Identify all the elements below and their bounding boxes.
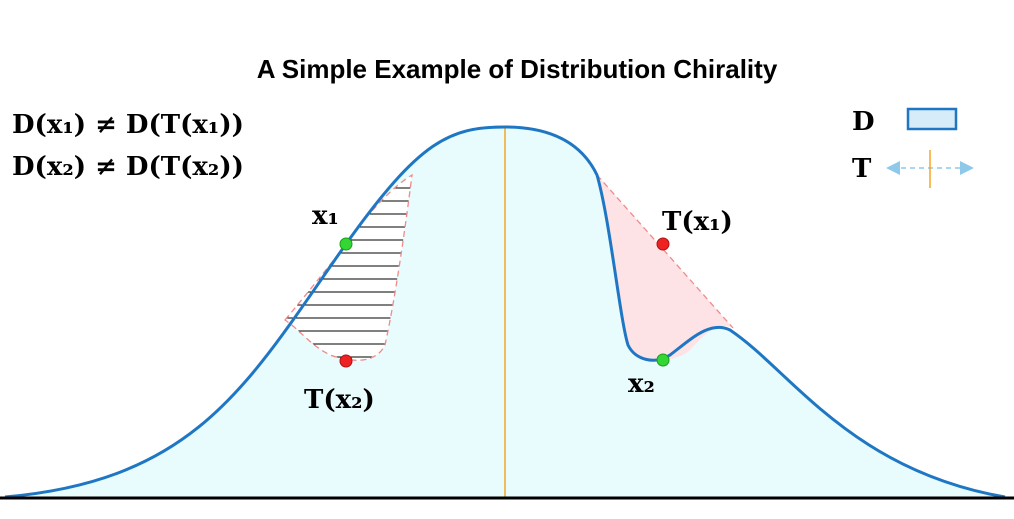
equation: D(x₁) ≠ D(T(x₁)): [12, 110, 244, 140]
distribution-curve: [4, 125, 1006, 499]
point-label: T(x₁): [662, 207, 733, 237]
point-label: x₂: [628, 369, 655, 399]
title: A Simple Example of Distribution Chirali…: [257, 54, 778, 84]
legend-transform-icon: [886, 150, 974, 188]
point-t-x2: [339, 354, 353, 368]
point-t-x1: [656, 237, 670, 251]
equation: D(x₂) ≠ D(T(x₂)): [12, 152, 244, 182]
point-x1: [339, 237, 353, 251]
point-x2: [656, 353, 670, 367]
legend-swatch: [906, 107, 958, 131]
point-label: T(x₂): [304, 385, 375, 415]
legend-label: T: [852, 154, 872, 184]
transformed-boundary: [596, 174, 734, 329]
transformed-region: [597, 175, 733, 361]
point-label: x₁: [312, 201, 339, 231]
legend-label: D: [852, 107, 875, 137]
